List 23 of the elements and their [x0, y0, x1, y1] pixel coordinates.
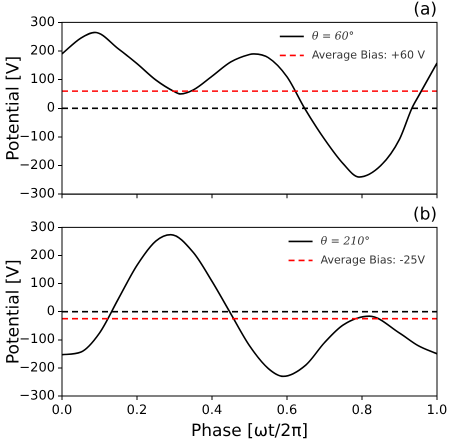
legend-label: θ = 210°	[320, 234, 370, 248]
x-tick-label: 0.6	[276, 403, 298, 418]
x-tick-label: 1.0	[426, 403, 448, 418]
y-tick-label: 0	[46, 100, 55, 116]
y-tick-label: 100	[30, 276, 55, 291]
y-tick-label: 100	[30, 72, 55, 88]
legend-label: Average Bias: -25V	[320, 253, 426, 266]
y-tick-label: 300	[30, 220, 55, 235]
x-axis-title: Phase [ωt/2π]	[190, 421, 308, 442]
chart-title: (b)	[412, 204, 437, 225]
chart-title: (a)	[413, 0, 437, 20]
y-tick-label: 200	[30, 248, 55, 263]
x-tick-label: 0.4	[202, 403, 222, 418]
y-tick-label: 0	[46, 304, 55, 320]
x-tick-label: 0.0	[52, 403, 72, 418]
legend-label: Average Bias: +60 V	[312, 48, 426, 62]
y-tick-label: −300	[19, 186, 55, 202]
legend-label: θ = 60°	[312, 29, 354, 42]
y-tick-label: 200	[30, 43, 55, 58]
x-tick-label: 0.8	[352, 403, 372, 418]
x-tick-label: 0.2	[126, 403, 148, 418]
y-tick-label: −300	[19, 388, 55, 404]
y-tick-label: 300	[30, 14, 55, 30]
